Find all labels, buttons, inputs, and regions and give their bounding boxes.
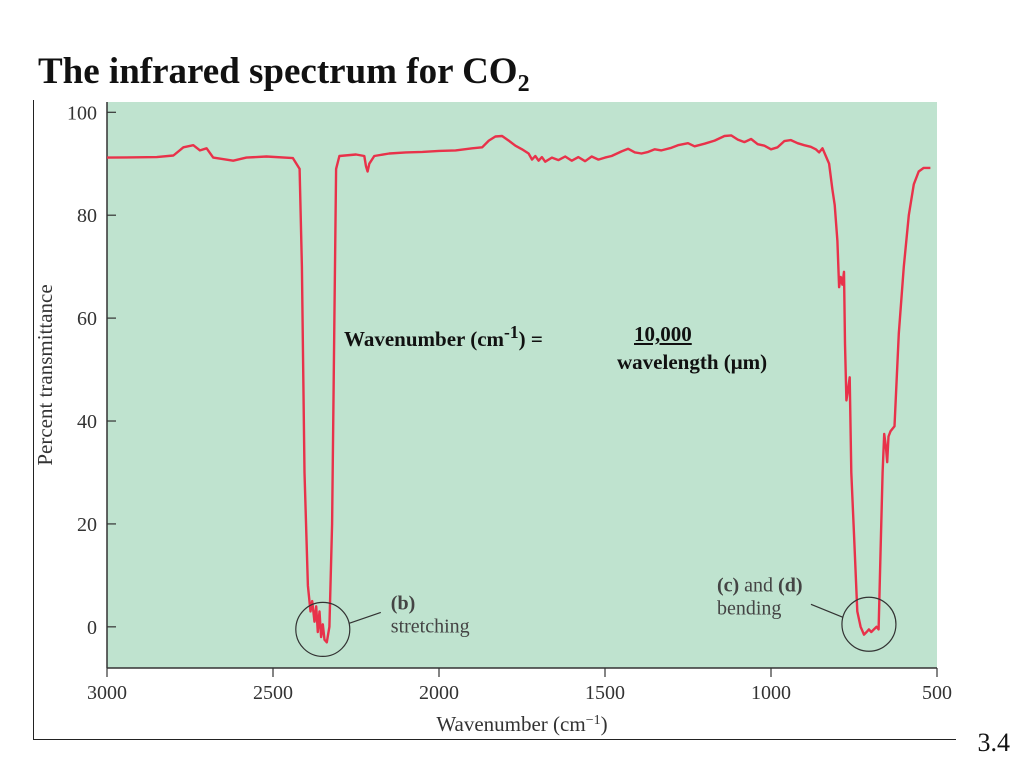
y-tick-label: 0 <box>87 617 97 639</box>
figure-frame: 0 20 40 60 80 100 3000 2500 2000 1500 1000 500 Waven… <box>33 100 956 740</box>
bending-circle <box>841 596 897 652</box>
formula-lhs-suffix: ) = <box>518 327 543 351</box>
slide-title-subscript: 2 <box>517 71 530 97</box>
y-axis-title: Percent transmittance <box>34 284 57 465</box>
x-axis-title: Wavenumber (cm−1) <box>436 712 607 736</box>
y-tick-label: 60 <box>77 308 97 330</box>
x-tick-label: 3000 <box>87 682 127 704</box>
formula-denominator: wavelength (μm) <box>617 350 768 374</box>
stretching-label-letter: (b) <box>391 592 415 614</box>
ir-spectrum-chart: 0 20 40 60 80 100 3000 2500 2000 1500 1000 500 Waven… <box>34 102 952 736</box>
bending-label-letters: (c) and (d) <box>717 574 803 596</box>
y-tick-label: 40 <box>77 411 97 433</box>
bending-label: bending <box>717 597 781 619</box>
y-tick-label: 80 <box>77 205 97 227</box>
x-tick-label: 1500 <box>585 682 625 704</box>
y-tick-label: 20 <box>77 514 97 536</box>
stretching-circle <box>295 601 351 658</box>
stretching-label: stretching <box>391 615 470 637</box>
x-tick-label: 500 <box>922 682 952 704</box>
x-tick-label: 2500 <box>253 682 293 704</box>
plot-area <box>107 102 937 668</box>
formula-lhs-prefix: Wavenumber (cm <box>344 327 505 351</box>
spectrum-line <box>106 134 931 644</box>
slide-title: The infrared spectrum for CO2 <box>38 50 530 98</box>
x-tick-label: 2000 <box>419 682 459 704</box>
stretching-leader <box>348 611 381 624</box>
formula-lhs-sup: -1 <box>504 322 519 342</box>
formula-numerator: 10,000 <box>634 322 692 346</box>
annotations: (b)stretching (c) and (d)bending <box>295 574 897 658</box>
y-tick-label: 100 <box>67 102 97 124</box>
bending-leader <box>810 603 844 618</box>
slide-number: 3.4 <box>977 728 1011 757</box>
slide-title-text: The infrared spectrum for CO <box>38 51 518 92</box>
x-tick-label: 1000 <box>751 682 791 704</box>
formula-lhs: Wavenumber (cm-1) = <box>344 322 543 352</box>
axes: 0 20 40 60 80 100 3000 2500 2000 1500 1000 500 Waven… <box>34 102 952 736</box>
